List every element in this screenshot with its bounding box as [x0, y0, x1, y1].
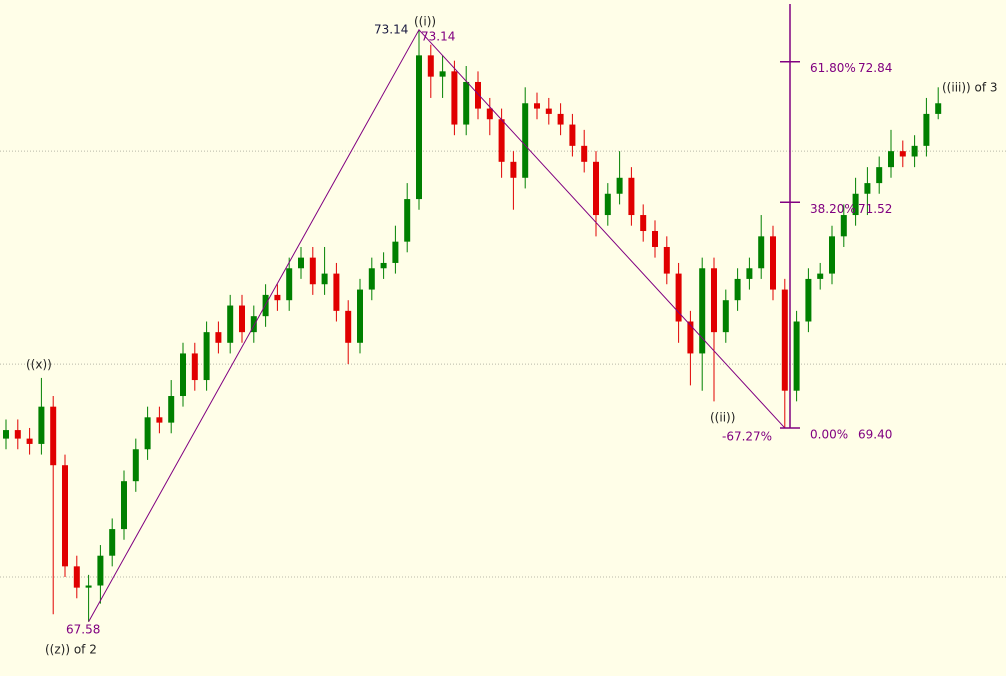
- candle-body: [687, 321, 694, 354]
- candle-body: [675, 273, 682, 322]
- annotation: ((ii)): [710, 411, 735, 425]
- candle-body: [85, 585, 92, 588]
- candle-body: [911, 145, 918, 157]
- candle-body: [191, 353, 198, 381]
- candle-body: [144, 417, 151, 450]
- candle-body: [73, 566, 80, 588]
- candle-body: [545, 108, 552, 114]
- candle-body: [333, 273, 340, 311]
- candle-body: [734, 278, 741, 301]
- candle-body: [899, 151, 906, 157]
- candle-body: [498, 119, 505, 162]
- candle-body: [392, 241, 399, 263]
- candle-body: [711, 268, 717, 333]
- price-label: 67.58: [66, 623, 100, 637]
- price-label: 73.14: [374, 23, 408, 37]
- candle-body: [357, 289, 363, 343]
- fib-ratio: 61.80%: [810, 61, 856, 75]
- annotation: ((x)): [26, 358, 52, 372]
- candle-body: [121, 481, 127, 530]
- candle-body: [274, 294, 281, 301]
- candle-body: [439, 71, 446, 77]
- candle-body: [781, 289, 788, 391]
- candle-body: [770, 236, 776, 290]
- candle-body: [97, 555, 104, 586]
- candle-body: [663, 246, 670, 274]
- candle-body: [628, 177, 635, 216]
- candle-body: [427, 55, 434, 77]
- candle-body: [852, 193, 859, 216]
- wave-line: [88, 28, 786, 622]
- fib-price: 71.52: [858, 202, 892, 216]
- fib-ratio: 38.20%: [810, 202, 856, 216]
- candle-body: [215, 332, 222, 343]
- candle-body: [793, 321, 800, 391]
- fib-price: 69.40: [858, 427, 892, 441]
- candle-body: [805, 278, 812, 322]
- candle-body: [463, 81, 470, 125]
- candle-body: [557, 113, 564, 125]
- annotation: ((z)) of 2: [45, 643, 97, 657]
- price-label: 73.14: [421, 30, 455, 44]
- candle-body: [380, 262, 387, 269]
- fib-price: 72.84: [858, 61, 892, 75]
- annotation: ((iii)) of 3: [942, 81, 998, 95]
- candle-body: [26, 438, 33, 444]
- candle-body: [593, 161, 599, 216]
- candle-body: [132, 449, 139, 482]
- candle-body: [888, 151, 894, 168]
- candle-body: [604, 193, 611, 216]
- candle-body: [309, 257, 316, 285]
- candle-body: [722, 300, 729, 333]
- candle-body: [923, 113, 930, 146]
- candle-body: [864, 183, 871, 194]
- candle-body: [475, 81, 481, 109]
- candle-body: [368, 268, 375, 290]
- candle-body: [569, 124, 576, 146]
- candle-body: [203, 332, 210, 381]
- candle-body: [486, 108, 493, 120]
- candle-body: [286, 268, 293, 301]
- candle-body: [534, 103, 540, 109]
- candle-body: [522, 103, 529, 178]
- candle-body: [62, 465, 68, 567]
- candle-body: [652, 231, 658, 247]
- candle-body: [746, 268, 753, 279]
- candle-body: [404, 199, 411, 242]
- candle-body: [168, 396, 175, 423]
- candle-body: [298, 257, 304, 269]
- candle-body: [510, 161, 517, 178]
- candle-body: [829, 236, 835, 274]
- candle-body: [758, 236, 765, 269]
- candle-body: [321, 273, 328, 285]
- candle-body: [416, 55, 422, 200]
- annotation: -67.27%: [722, 430, 772, 444]
- candle-body: [250, 316, 257, 333]
- candle-body: [817, 273, 824, 279]
- candle-body: [50, 406, 57, 466]
- candle-body: [239, 305, 245, 333]
- candle-body: [3, 430, 9, 439]
- candle-body: [14, 430, 21, 439]
- candle-body: [345, 310, 352, 343]
- candle-body: [840, 215, 847, 237]
- candle-body: [180, 353, 186, 397]
- candle-body: [616, 177, 623, 194]
- candle-body: [109, 529, 116, 556]
- candle-body: [876, 167, 883, 184]
- candle-body: [640, 215, 647, 232]
- candle-body: [451, 71, 458, 125]
- candle-body: [227, 305, 234, 343]
- candle-body: [38, 406, 45, 444]
- candle-body: [581, 145, 588, 162]
- fib-ratio: 0.00%: [810, 427, 848, 441]
- candle-body: [699, 268, 706, 354]
- candle-body: [935, 103, 942, 114]
- candle-body: [156, 417, 163, 423]
- annotation: ((i)): [414, 15, 436, 29]
